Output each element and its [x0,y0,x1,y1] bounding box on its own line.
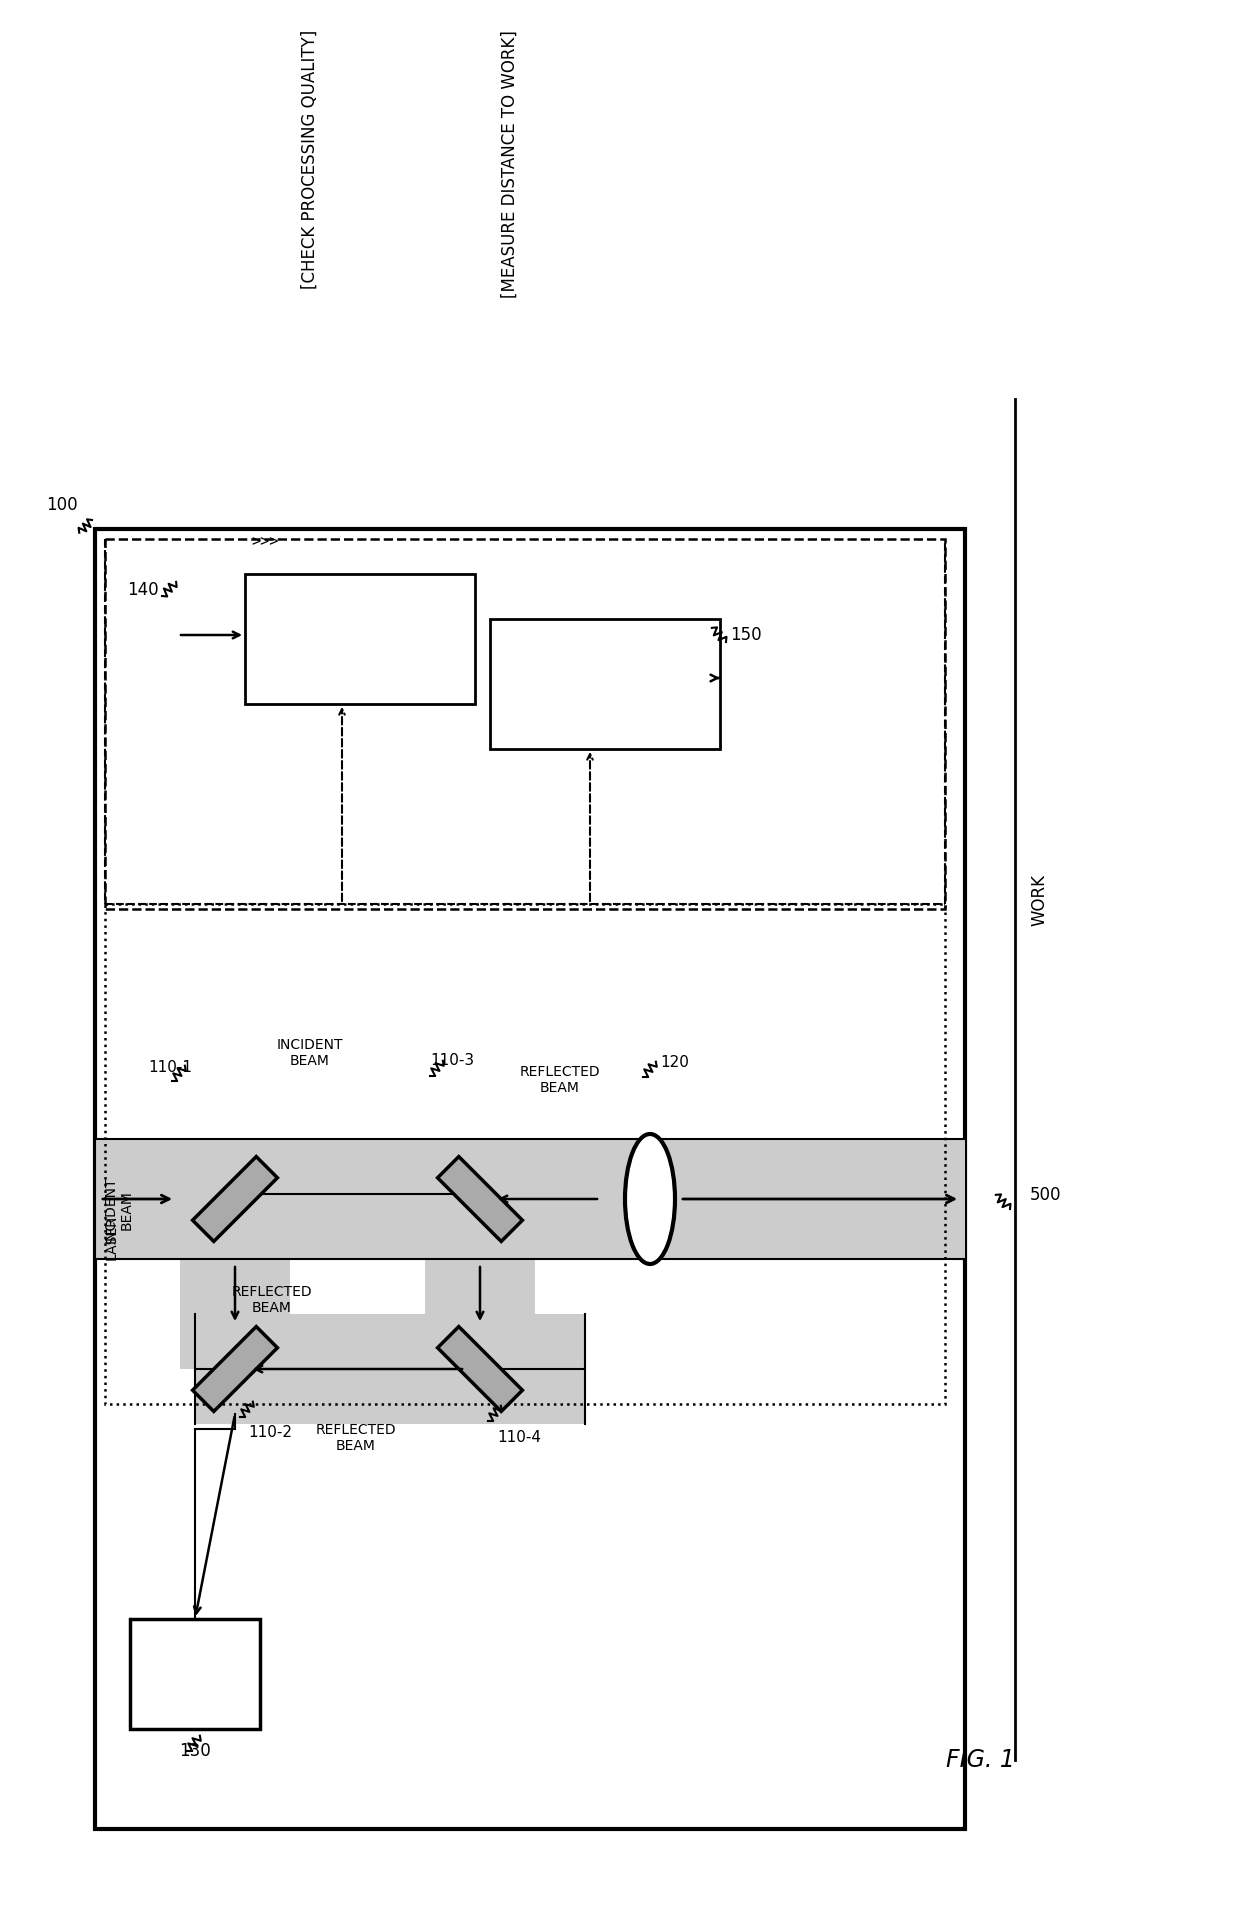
Text: 100: 100 [46,496,78,513]
Bar [95,529,965,1830]
Text: REFLECTED
BEAM: REFLECTED BEAM [316,1422,397,1453]
Text: 110-3: 110-3 [430,1052,474,1067]
Text: 110-1: 110-1 [148,1060,192,1075]
Text: DETECTION TIME
COMPARING UNIT: DETECTION TIME COMPARING UNIT [537,668,673,701]
Bar [105,905,945,1405]
Bar [130,1619,260,1729]
Polygon shape [192,1328,278,1411]
Text: >>>: >>> [252,535,279,550]
Text: REFLECTED
BEAM: REFLECTED BEAM [232,1283,312,1314]
Bar [180,1249,290,1368]
Bar [95,1139,965,1260]
Text: FIG. 1: FIG. 1 [946,1747,1014,1772]
Ellipse shape [625,1135,675,1264]
Polygon shape [438,1156,522,1241]
Text: 500: 500 [1030,1185,1061,1204]
Text: 130: 130 [179,1741,211,1758]
Text: 110-2: 110-2 [248,1424,291,1440]
Text: REFLECTED
BEAM: REFLECTED BEAM [520,1063,600,1094]
Bar [425,1249,534,1368]
Bar [246,575,475,704]
Text: 120: 120 [660,1054,689,1069]
Bar [105,540,945,909]
Text: INCIDENT
BEAM: INCIDENT BEAM [277,1036,343,1067]
Polygon shape [192,1156,278,1241]
Bar [490,620,720,749]
Text: [MEASURE DISTANCE TO WORK]: [MEASURE DISTANCE TO WORK] [501,31,520,297]
Text: INCIDENT
BEAM: INCIDENT BEAM [104,1175,134,1243]
Text: 110-4: 110-4 [497,1430,541,1444]
Text: WORK: WORK [1030,874,1048,926]
Text: 150: 150 [730,625,761,645]
Polygon shape [438,1328,522,1411]
Text: >>>: >>> [449,608,476,621]
Text: LASER: LASER [105,1214,119,1258]
Text: SIGNAL INTENSITY
COMPARING UNIT: SIGNAL INTENSITY COMPARING UNIT [288,623,433,656]
Text: [CHECK PROCESSING QUALITY]: [CHECK PROCESSING QUALITY] [301,31,319,290]
Bar [195,1314,585,1424]
Text: 140: 140 [126,581,159,598]
